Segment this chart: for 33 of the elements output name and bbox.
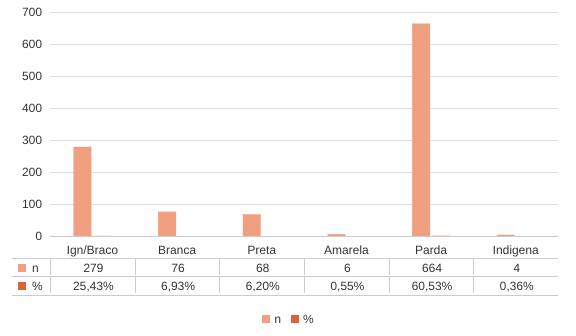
x-tick-label: Indigena: [492, 243, 540, 257]
y-tick-label: 600: [22, 37, 42, 51]
y-tick-label: 0: [35, 229, 42, 243]
x-tick-label: Amarela: [324, 243, 369, 257]
data-label: 68: [219, 259, 305, 275]
x-tick-label: Parda: [414, 243, 448, 257]
y-tick-label: 100: [22, 197, 42, 211]
y-tick-label: 400: [22, 101, 42, 115]
data-label: 25,43%: [50, 277, 136, 293]
data-label: 664: [388, 259, 474, 275]
data-label: 60,53%: [388, 277, 474, 293]
data-label: 0,55%: [304, 277, 390, 293]
legend: n %: [0, 312, 576, 326]
x-tick-label: Ign/Braco: [66, 243, 118, 257]
y-tick-label: 200: [22, 165, 42, 179]
bar: [412, 24, 430, 236]
data-label: 6,93%: [134, 277, 220, 293]
bar: [158, 212, 176, 236]
data-label: 0,36%: [473, 277, 559, 293]
data-label: 6: [304, 259, 390, 275]
x-tick-label: Preta: [247, 243, 276, 257]
y-tick-label: 700: [22, 5, 42, 19]
bar: [242, 214, 261, 236]
bar: [73, 146, 92, 236]
x-tick-label: Branca: [158, 243, 196, 257]
data-label: 6,20%: [219, 277, 305, 293]
y-tick-label: 500: [22, 69, 42, 83]
y-tick-label: 300: [22, 133, 42, 147]
legend-label: %: [32, 279, 43, 293]
data-label: 279: [50, 259, 136, 275]
data-label: 4: [473, 259, 559, 275]
legend-label: n: [32, 261, 39, 275]
data-label: 76: [134, 259, 220, 275]
